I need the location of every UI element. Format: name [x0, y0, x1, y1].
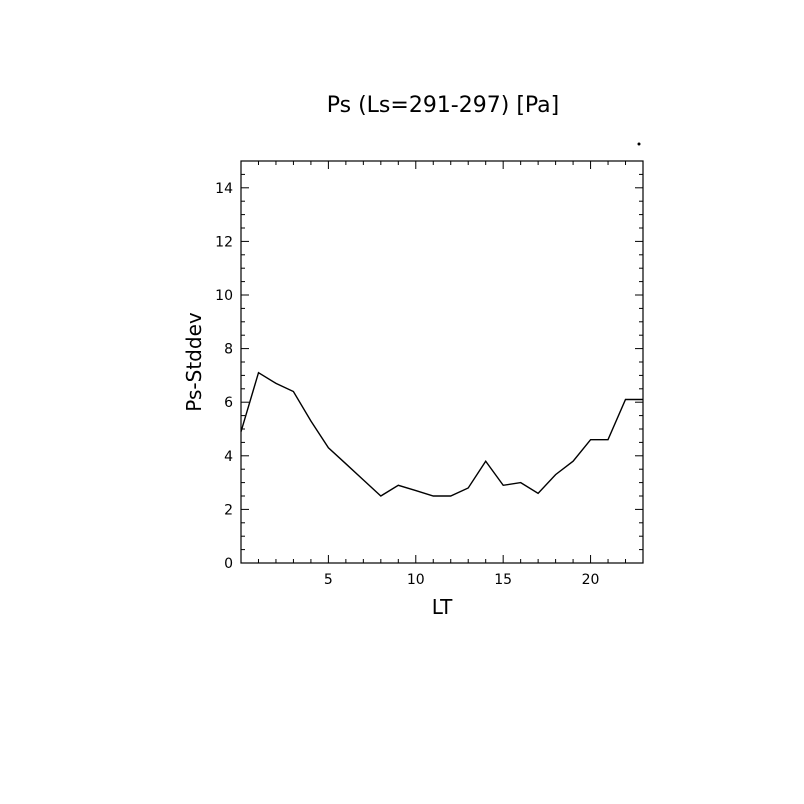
y-tick-label: 12: [215, 234, 233, 250]
y-axis-label: Ps-Stddev: [182, 312, 206, 412]
y-tick-label: 4: [224, 449, 233, 465]
y-tick-label: 10: [215, 288, 233, 304]
x-axis: 5 10 15 20: [240, 161, 644, 588]
y-tick-label: 14: [215, 181, 233, 197]
x-tick-label: 20: [582, 572, 600, 588]
x-tick-label: 5: [324, 572, 333, 588]
series-line: [240, 371, 643, 497]
y-axis: 0 2 4 6 8 10 12 14: [215, 160, 643, 572]
x-axis-label: LT: [432, 595, 453, 619]
y-tick-label: 6: [224, 395, 233, 411]
x-tick-label: 10: [407, 572, 425, 588]
chart-title: Ps (Ls=291-297) [Pa]: [327, 93, 560, 118]
x-tick-label: 15: [494, 572, 512, 588]
y-tick-label: 0: [224, 556, 233, 572]
corner-dot: [637, 142, 641, 146]
y-tick-label: 8: [224, 342, 233, 358]
y-tick-label: 2: [224, 502, 233, 518]
plot-frame: [240, 160, 644, 564]
